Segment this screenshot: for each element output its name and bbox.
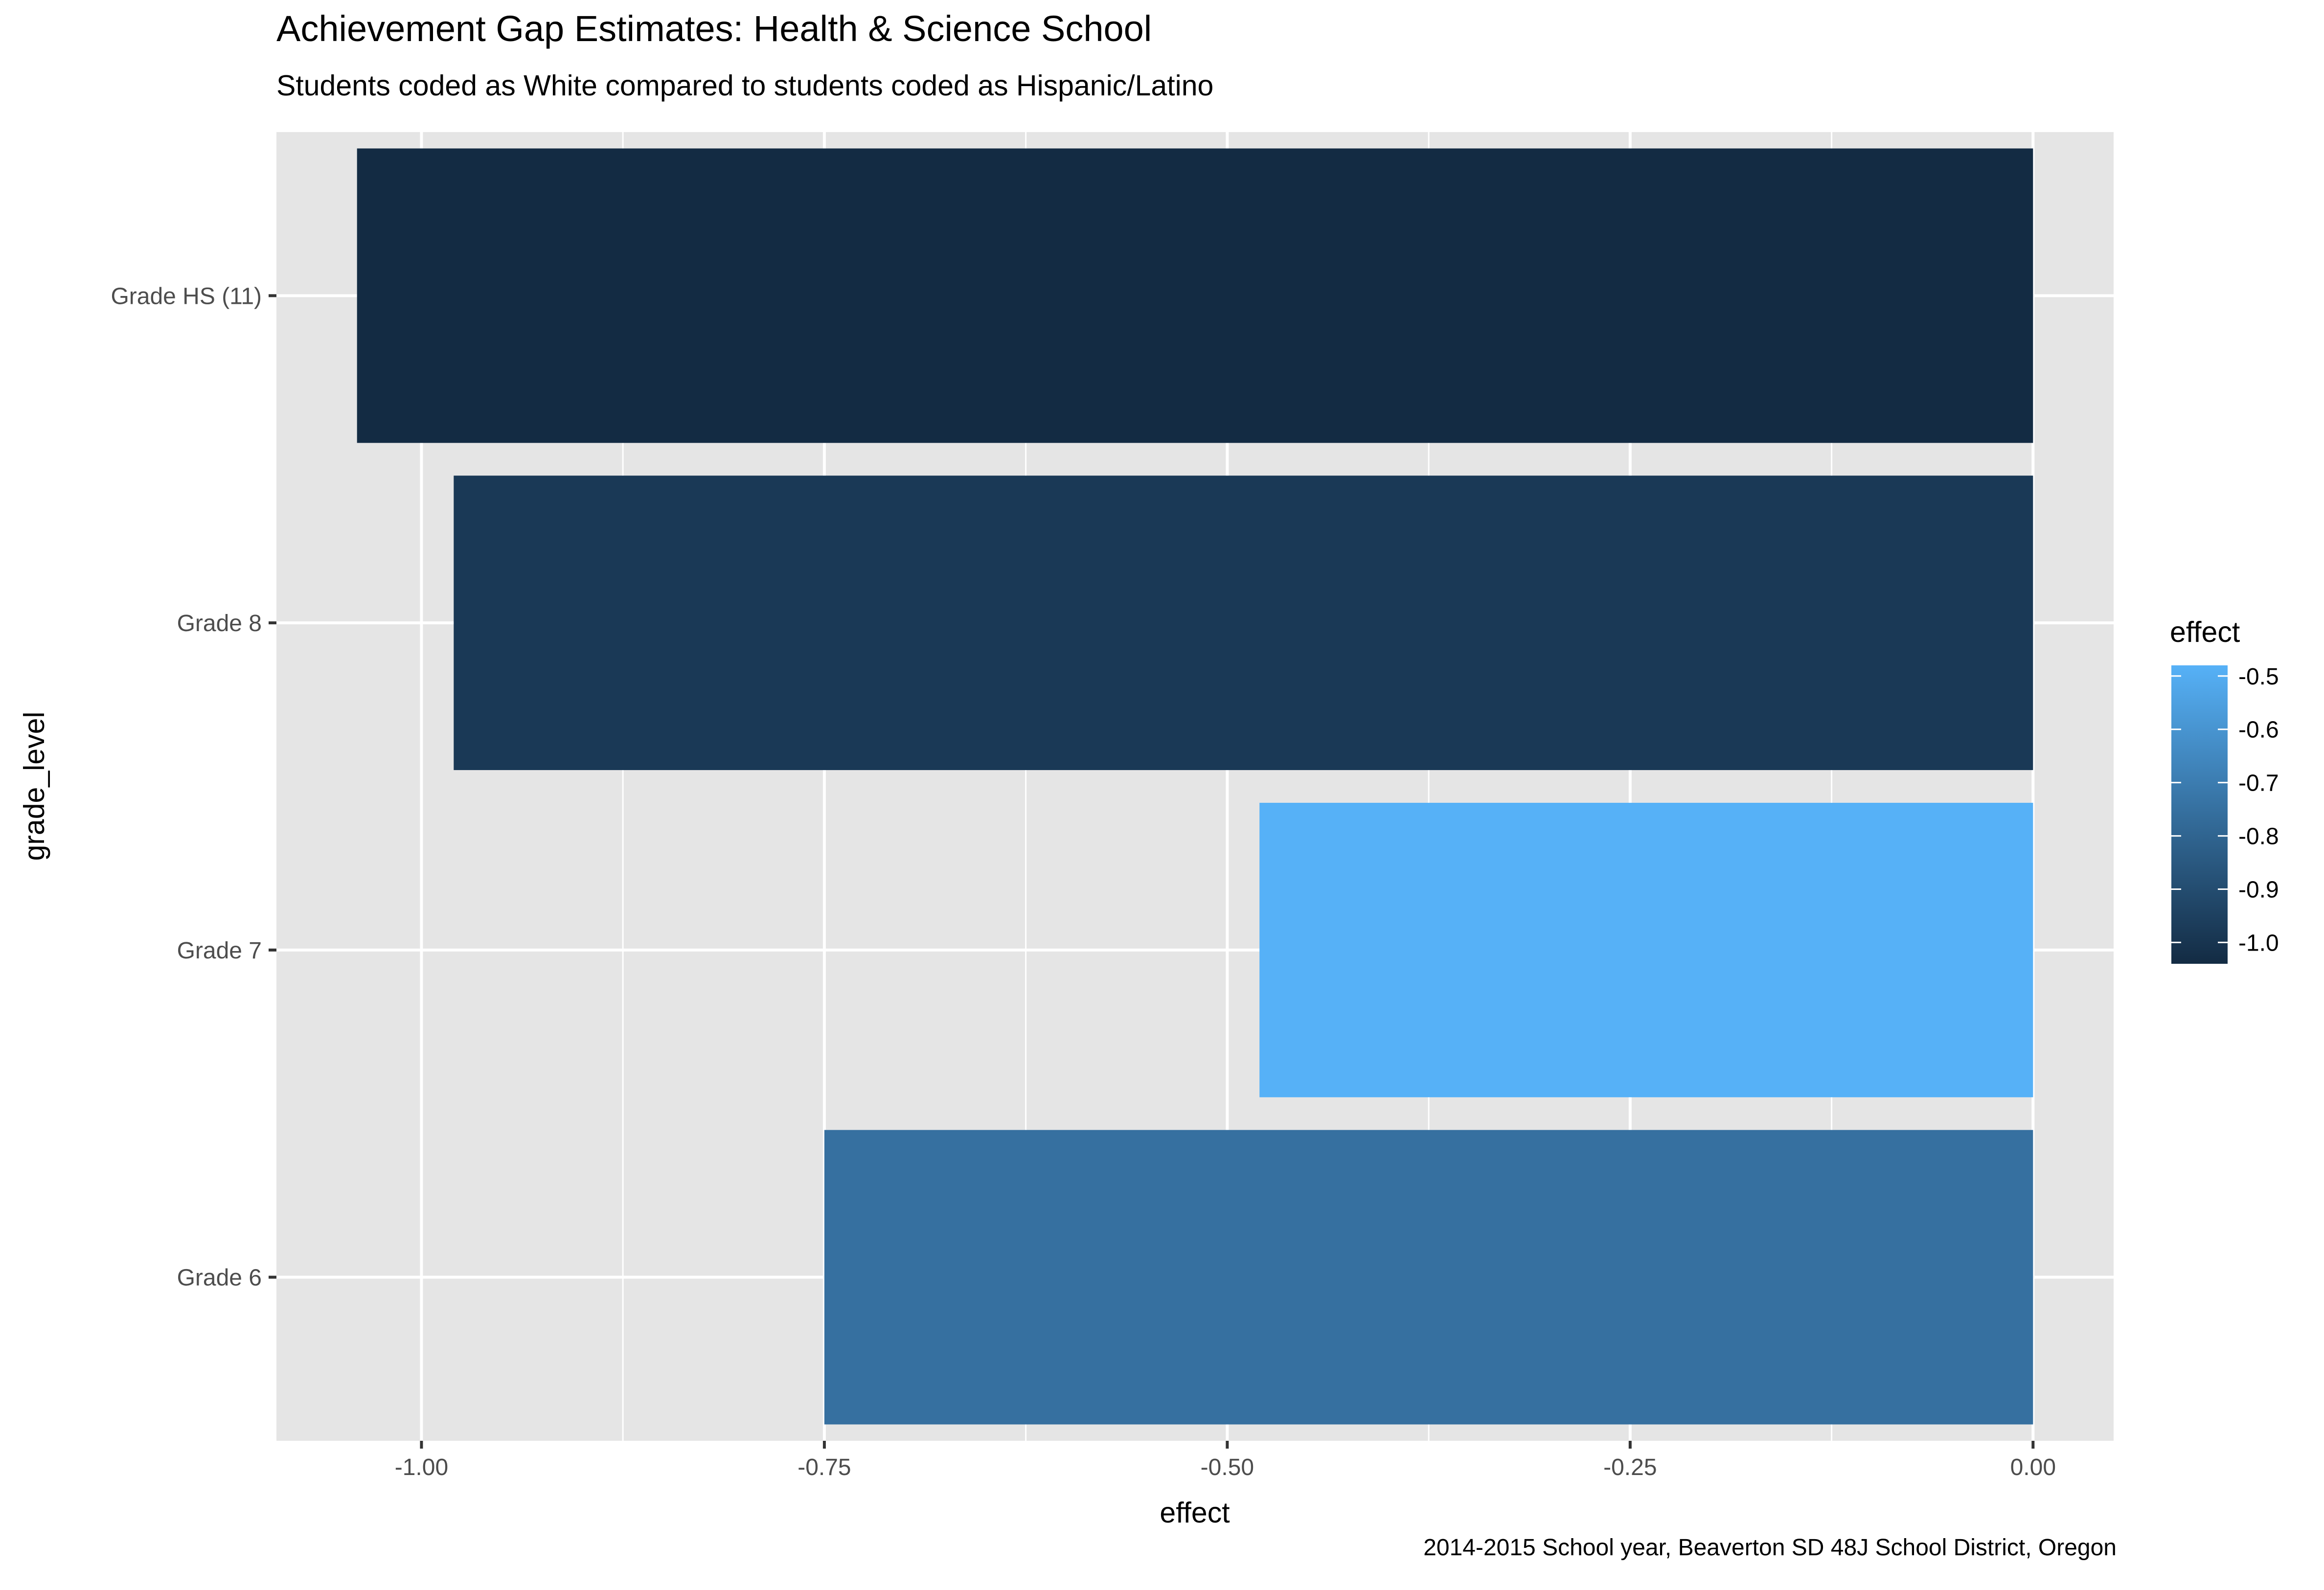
legend-tick-label: -0.5 — [2238, 664, 2279, 690]
x-tick-label: -0.25 — [1603, 1454, 1657, 1480]
bars — [357, 148, 2033, 1425]
x-axis: -1.00 -0.75 -0.50 -0.25 0.00 — [395, 1441, 2056, 1480]
legend-title: effect — [2170, 616, 2240, 648]
legend-tick-label: -0.9 — [2238, 877, 2279, 903]
legend-colorbar — [2171, 665, 2228, 964]
legend-tick-label: -0.7 — [2238, 771, 2279, 796]
x-tick-label: -0.75 — [797, 1454, 851, 1480]
bar — [454, 476, 2033, 771]
legend-tick-label: -1.0 — [2238, 930, 2279, 956]
x-tick-label: -1.00 — [395, 1454, 448, 1480]
x-tick-label: 0.00 — [2010, 1454, 2056, 1480]
y-tick-label: Grade 6 — [177, 1265, 262, 1291]
bar — [357, 148, 2033, 443]
bar — [824, 1130, 2033, 1425]
y-tick-label: Grade HS (11) — [111, 283, 262, 309]
bar — [1259, 802, 2033, 1097]
y-axis: Grade 6 Grade 7 Grade 8 Grade HS (11) — [111, 283, 276, 1291]
y-tick-label: Grade 8 — [177, 611, 262, 636]
y-axis-title: grade_level — [18, 711, 50, 861]
x-axis-title: effect — [1160, 1497, 1230, 1529]
chart-title: Achievement Gap Estimates: Health & Scie… — [276, 8, 1152, 49]
legend-tick-label: -0.6 — [2238, 717, 2279, 743]
chart-subtitle: Students coded as White compared to stud… — [276, 69, 1214, 102]
chart-caption: 2014-2015 School year, Beaverton SD 48J … — [1423, 1535, 2117, 1561]
legend-tick-label: -0.8 — [2238, 824, 2279, 850]
y-tick-label: Grade 7 — [177, 938, 262, 964]
legend-ticks: -0.5 -0.6 -0.7 -0.8 -0.9 -1.0 — [2171, 664, 2279, 956]
x-tick-label: -0.50 — [1201, 1454, 1254, 1480]
legend: effect -0.5 -0.6 -0.7 -0.8 -0.9 -1.0 — [2170, 616, 2279, 964]
